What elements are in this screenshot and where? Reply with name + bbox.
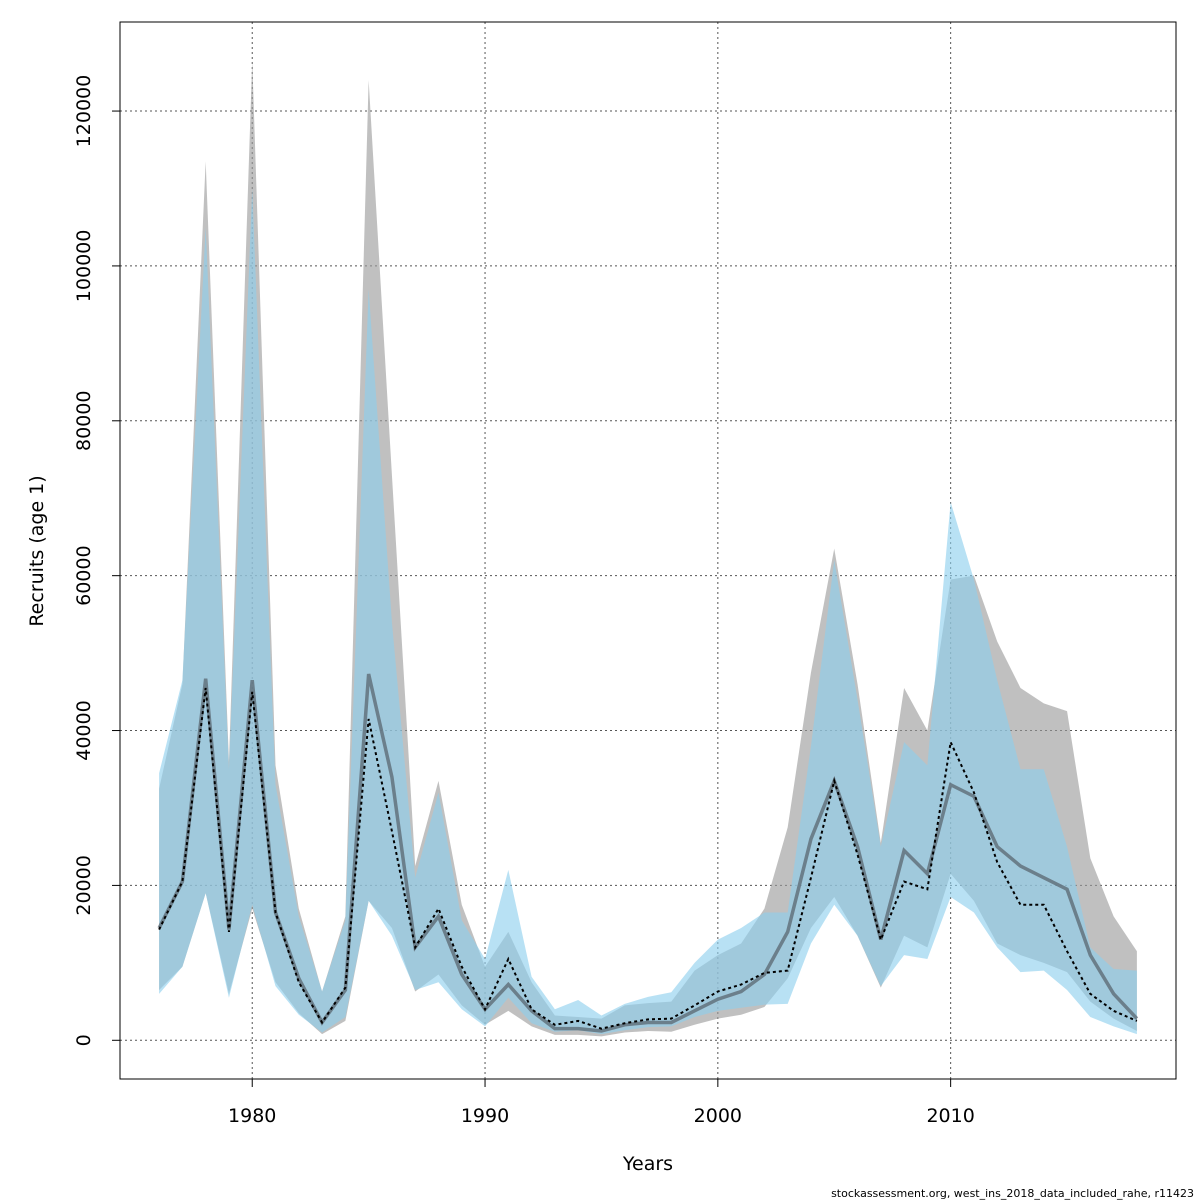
y-tick-label: 60000 (73, 545, 95, 605)
band (159, 188, 1137, 1035)
y-tick-label: 0 (73, 1034, 95, 1046)
x-axis-label: Years (622, 1153, 673, 1175)
y-axis-label: Recruits (age 1) (26, 475, 48, 626)
footer: stockassessment.org, west_ins_2018_data_… (831, 1187, 1194, 1200)
y-tick-label: 120000 (73, 75, 95, 148)
y-tick-label: 40000 (73, 700, 95, 760)
x-tick-label: 1990 (461, 1105, 509, 1127)
x-tick-label: 2010 (926, 1105, 974, 1127)
y-tick-label: 20000 (73, 855, 95, 915)
line (158, 687, 1138, 1030)
x-tick-label: 1980 (228, 1105, 276, 1127)
x-tick-label: 2000 (694, 1105, 742, 1127)
y-tick-label: 100000 (73, 230, 95, 303)
y-tick-label: 80000 (73, 391, 95, 451)
plot-frame (119, 21, 1177, 1080)
